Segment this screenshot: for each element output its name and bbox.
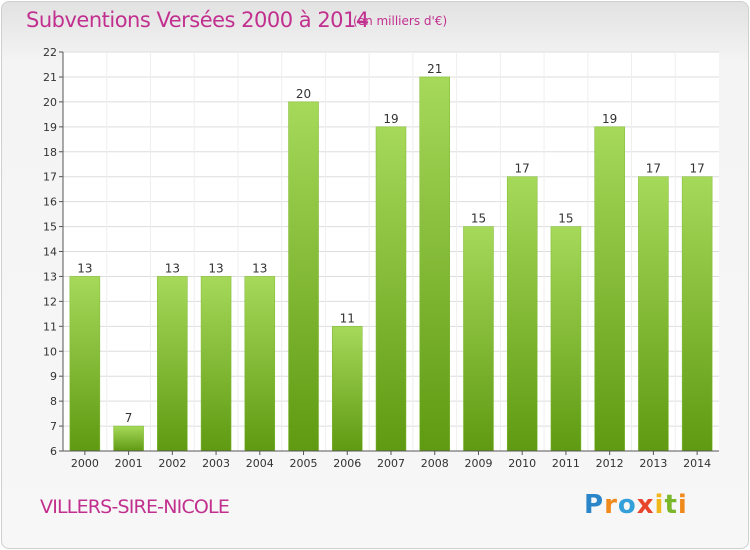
y-tick-label: 12 [43, 295, 57, 308]
value-label: 11 [340, 311, 355, 325]
x-tick-label: 2007 [377, 457, 405, 470]
value-label: 19 [383, 112, 398, 126]
x-tick-label: 2002 [158, 457, 186, 470]
y-tick-label: 7 [50, 420, 57, 433]
value-label: 20 [296, 87, 311, 101]
x-tick-label: 2004 [246, 457, 274, 470]
bar-2011 [550, 226, 582, 452]
value-label: 17 [689, 162, 704, 176]
bar-2001 [113, 425, 144, 452]
commune-name: VILLERS-SIRE-NICOLE [40, 496, 230, 518]
unit-note: (en milliers d'€) [353, 14, 448, 28]
bar-2007 [375, 126, 407, 452]
x-tick-label: 2001 [115, 457, 143, 470]
y-tick-label: 6 [50, 445, 57, 458]
value-label: 13 [77, 261, 92, 275]
bar-2014 [681, 176, 713, 452]
bar-2006 [332, 326, 363, 452]
x-tick-label: 2011 [552, 457, 580, 470]
x-tick-label: 2009 [464, 457, 492, 470]
y-tick-label: 19 [43, 121, 57, 134]
y-tick-label: 22 [43, 46, 57, 59]
value-label: 17 [515, 162, 530, 176]
bar-2004 [244, 276, 276, 452]
x-tick-label: 2000 [71, 457, 99, 470]
bar-2008 [419, 76, 450, 452]
x-tick-label: 2010 [508, 457, 536, 470]
y-tick-label: 17 [43, 171, 57, 184]
y-tick-label: 21 [43, 71, 57, 84]
value-label: 13 [208, 261, 223, 275]
bar-2013 [638, 176, 669, 452]
bar-2012 [594, 126, 625, 452]
y-tick-label: 13 [43, 270, 57, 283]
x-tick-label: 2005 [290, 457, 318, 470]
x-tick-label: 2008 [421, 457, 449, 470]
y-tick-label: 11 [43, 320, 57, 333]
value-label: 15 [558, 212, 573, 226]
y-tick-label: 8 [50, 395, 57, 408]
axes: 6 7 8 9 10 11 12 13 14 15 16 17 18 19 20 21 22 2000 2001 20… [43, 46, 719, 470]
x-tick-label: 2003 [202, 457, 230, 470]
value-label: 19 [602, 112, 617, 126]
bar-2002 [157, 276, 188, 452]
y-tick-label: 16 [43, 196, 57, 209]
y-tick-label: 10 [43, 345, 57, 358]
bar-2009 [463, 226, 494, 452]
y-tick-label: 20 [43, 96, 57, 109]
x-tick-label: 2013 [639, 457, 667, 470]
x-tick-label: 2012 [596, 457, 624, 470]
y-tick-label: 9 [50, 370, 57, 383]
chart-title: Subventions Versées 2000 à 2014 [26, 8, 369, 32]
x-tick-label: 2014 [683, 457, 711, 470]
bar-2003 [200, 276, 232, 452]
bar-2010 [506, 176, 538, 452]
proxiti-logo: Proxiti [584, 490, 688, 520]
y-tick-label: 14 [43, 246, 57, 259]
bar-2005 [288, 101, 319, 452]
value-label: 13 [165, 261, 180, 275]
value-label: 17 [646, 162, 661, 176]
x-tick-label: 2006 [333, 457, 361, 470]
y-tick-label: 15 [43, 221, 57, 234]
bars: 13 7 13 13 13 20 11 19 21 15 17 15 19 17 17 [69, 62, 713, 452]
value-label: 13 [252, 261, 267, 275]
value-label: 7 [125, 411, 133, 425]
value-label: 21 [427, 62, 442, 76]
value-label: 15 [471, 212, 486, 226]
y-tick-label: 18 [43, 146, 57, 159]
bar-2000 [69, 276, 101, 452]
